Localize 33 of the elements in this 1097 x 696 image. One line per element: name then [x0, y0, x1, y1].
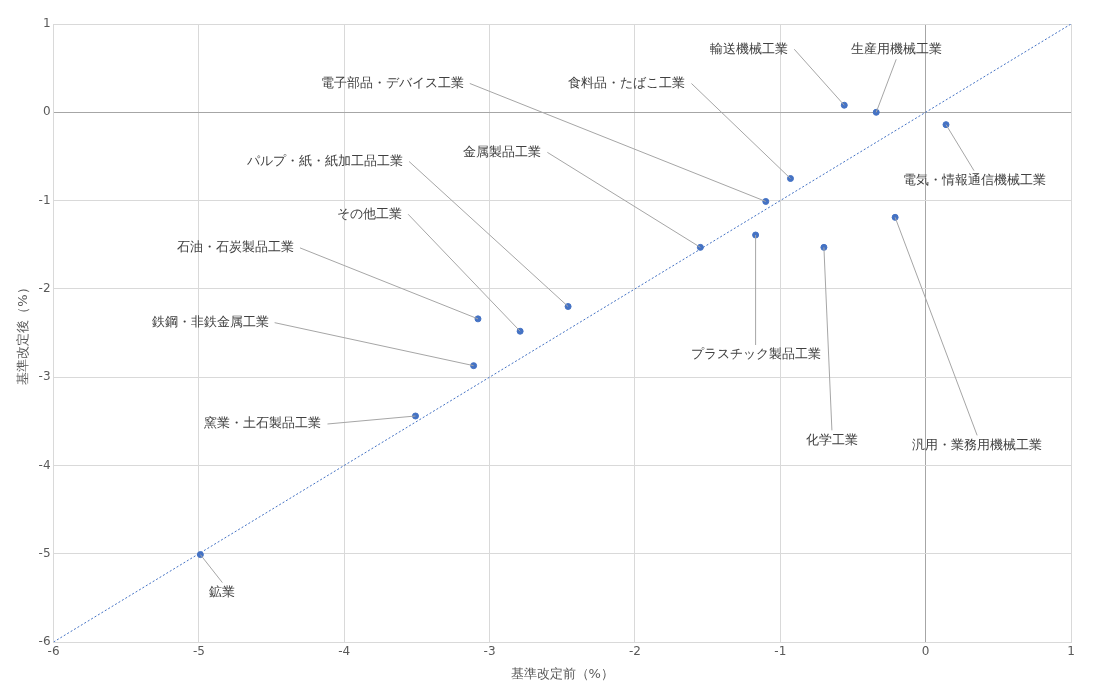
y-tick-label: -3: [38, 369, 51, 384]
annotation: 生産用機械工業: [850, 40, 942, 56]
annotation: 化学工業: [805, 431, 858, 447]
annotation: 窯業・土石製品工業: [204, 415, 322, 431]
annotation: 石油・石炭製品工業: [176, 239, 294, 255]
annotation: 鉱業: [209, 583, 236, 599]
point: [786, 175, 794, 182]
y-tick-label: -6: [38, 634, 51, 649]
x-tick-label: -5: [192, 644, 205, 659]
y-tick-label: -5: [38, 545, 51, 560]
annotation: 食料品・たばこ工業: [568, 74, 686, 90]
x-tick-label: -4: [338, 644, 351, 659]
annotation: プラスチック製品工業: [690, 346, 821, 362]
annotation: 汎用・業務用機械工業: [912, 436, 1043, 452]
y-tick-label: 0: [42, 104, 51, 119]
y-tick-label: 1: [42, 16, 51, 31]
annotation: 鉄鋼・非鉄金属工業: [151, 314, 269, 330]
y-tick-label: -2: [38, 280, 51, 295]
annotation: 輸送機械工業: [710, 40, 789, 56]
annotation: その他工業: [337, 205, 403, 221]
x-axis-title: 基準改定前（%）: [510, 665, 614, 681]
x-tick-label: -1: [774, 644, 787, 659]
annotation: パルプ・紙・紙加工品工業: [246, 152, 404, 168]
annotation: 電気・情報通信機械工業: [902, 172, 1046, 188]
y-tick-label: -1: [38, 192, 51, 207]
y-tick-label: -4: [38, 457, 51, 472]
y-axis-title: 基準改定後（%）: [15, 281, 31, 385]
annotation: 金属製品工業: [463, 143, 542, 159]
x-tick-label: -2: [628, 644, 641, 659]
x-tick-label: -3: [483, 644, 496, 659]
annotation: 電子部品・デバイス工業: [320, 74, 464, 90]
x-tick-label: 1: [1067, 644, 1075, 659]
x-tick-label: 0: [921, 644, 930, 659]
